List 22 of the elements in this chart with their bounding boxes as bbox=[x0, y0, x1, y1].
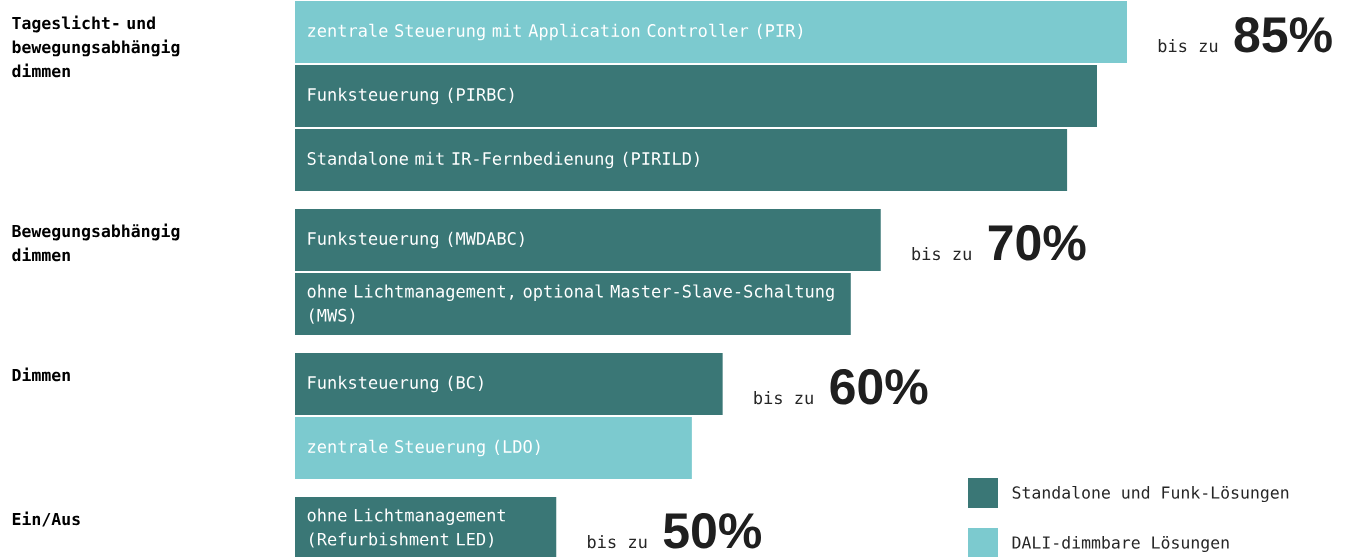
text: Ein/Aus bbox=[12, 511, 80, 527]
y-tick-label: Funksteuerung (MWDABC) bbox=[308, 231, 524, 249]
annotation: 50% bbox=[663, 513, 762, 549]
y-tick-label: zentrale Steuerung mit Application Controller (PIR) bbox=[308, 23, 803, 41]
y-tick-label: Funksteuerung (PIRBC) bbox=[308, 87, 514, 105]
text: Bewegungsabhängig dimmen bbox=[12, 223, 180, 262]
y-tick-label: zentrale Steuerung (LDO) bbox=[308, 439, 540, 457]
annotation: bis zu bbox=[754, 391, 813, 405]
annotation: bis zu bbox=[912, 247, 971, 261]
text: Tageslicht- und bewegungsabhängig dimmen bbox=[12, 15, 180, 78]
legend-label: Standalone und Funk-Lösungen bbox=[1012, 485, 1289, 503]
y-tick-label: Funksteuerung (BC) bbox=[308, 375, 483, 393]
annotation: 60% bbox=[830, 369, 928, 405]
y-tick-label: ohne Lichtmanagement (Refurbishment LED) bbox=[307, 508, 505, 548]
y-tick-label: ohne Lichtmanagement, optional Master-Slave-Schaltung (MWS) bbox=[307, 284, 834, 324]
text: Dimmen bbox=[12, 367, 70, 382]
annotation: bis zu bbox=[588, 535, 647, 549]
text: 85% bbox=[1234, 17, 1332, 53]
annotation: 70% bbox=[988, 225, 1086, 261]
y-tick-label: Standalone mit IR-Fernbedienung (PIRILD) bbox=[307, 151, 699, 169]
text: bis zu bbox=[1158, 39, 1218, 53]
legend-label: DALI-dimmbare Lösungen bbox=[1012, 535, 1229, 553]
